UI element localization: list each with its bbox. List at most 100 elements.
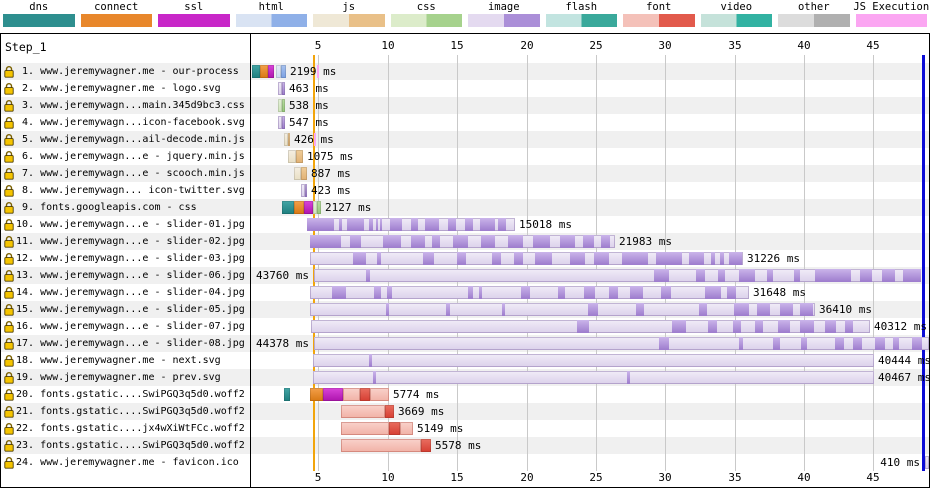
request-bar-segment-img[interactable]	[278, 116, 282, 129]
request-row-label-22[interactable]: 22. fonts.gstatic....jx4wXiWtFCc.woff2	[1, 420, 249, 437]
request-url[interactable]: 11. www.jeremywagn...e - slider-02.jpg	[16, 236, 245, 247]
request-bar-segment-img[interactable]	[310, 252, 743, 265]
request-row-label-24[interactable]: 24. www.jeremywagner.me - favicon.ico	[1, 454, 249, 471]
request-row-label-21[interactable]: 21. fonts.gstatic....SwiPGQ3q5d0.woff2	[1, 403, 249, 420]
request-bar-segment-img[interactable]	[278, 82, 282, 95]
request-url[interactable]: 21. fonts.gstatic....SwiPGQ3q5d0.woff2	[16, 406, 245, 417]
request-row-label-3[interactable]: 3. www.jeremywagn...main.345d9bc3.css	[1, 97, 249, 114]
request-bar-segment-htmlc[interactable]	[281, 65, 286, 78]
request-bar-segment-font[interactable]	[370, 388, 389, 401]
request-bar-segment-js[interactable]	[288, 150, 296, 163]
request-row-label-2[interactable]: 2. www.jeremywagner.me - logo.svg	[1, 80, 249, 97]
download-chunk	[835, 337, 844, 350]
request-bar-segment-img[interactable]	[310, 286, 749, 299]
request-bar-segment-img[interactable]	[310, 235, 615, 248]
request-bar-segment-img[interactable]	[313, 354, 874, 367]
request-url[interactable]: 12. www.jeremywagn...e - slider-03.jpg	[16, 253, 245, 264]
request-bar-segment-html[interactable]	[276, 65, 281, 78]
request-bar-segment-connect[interactable]	[260, 65, 268, 78]
request-bar-segment-img[interactable]	[311, 320, 870, 333]
request-bar-segment-img[interactable]	[313, 371, 874, 384]
request-bar-segment-fontc[interactable]	[360, 388, 370, 401]
request-url[interactable]: 4. www.jeremywagn...icon-facebook.svg	[16, 117, 245, 128]
request-url[interactable]: 1. www.jeremywagner.me - our-process	[16, 66, 239, 77]
request-bar-segment-fontc[interactable]	[421, 439, 431, 452]
request-bar-segment-js[interactable]	[284, 133, 288, 146]
request-bar-segment-imgc[interactable]	[305, 184, 307, 197]
request-url[interactable]: 13. www.jeremywagn...e - slider-06.jpg	[16, 270, 245, 281]
request-url[interactable]: 7. www.jeremywagn...e - scooch.min.js	[16, 168, 245, 179]
request-bar-segment-jsc[interactable]	[296, 150, 303, 163]
request-row-label-1[interactable]: 1. www.jeremywagner.me - our-process	[1, 63, 249, 80]
request-bar-segment-ssl[interactable]	[268, 65, 274, 78]
request-bar-segment-connect[interactable]	[310, 388, 323, 401]
request-row-label-12[interactable]: 12. www.jeremywagn...e - slider-03.jpg	[1, 250, 249, 267]
request-row-label-15[interactable]: 15. www.jeremywagn...e - slider-05.jpg	[1, 301, 249, 318]
request-bar-segment-css[interactable]	[313, 201, 317, 214]
request-bar-segment-font[interactable]	[343, 388, 360, 401]
request-bar-segment-fontc[interactable]	[385, 405, 394, 418]
request-bar-segment-img[interactable]	[310, 303, 815, 316]
request-row-label-14[interactable]: 14. www.jeremywagn...e - slider-04.jpg	[1, 284, 249, 301]
request-bar-segment-img[interactable]	[925, 456, 929, 469]
request-row-label-20[interactable]: 20. fonts.gstatic....SwiPGQ3q5d0.woff2	[1, 386, 249, 403]
request-url[interactable]: 8. www.jeremywagn... icon-twitter.svg	[16, 185, 245, 196]
request-url[interactable]: 22. fonts.gstatic....jx4wXiWtFCc.woff2	[16, 423, 245, 434]
request-row-label-4[interactable]: 4. www.jeremywagn...icon-facebook.svg	[1, 114, 249, 131]
request-row-label-7[interactable]: 7. www.jeremywagn...e - scooch.min.js	[1, 165, 249, 182]
request-bar-segment-ssl[interactable]	[304, 201, 313, 214]
request-bar-segment-cssc[interactable]	[282, 99, 285, 112]
request-bar-segment-img[interactable]	[301, 184, 305, 197]
request-bar-segment-jsc[interactable]	[288, 133, 290, 146]
request-bar-segment-cssc[interactable]	[317, 201, 321, 214]
request-row-label-17[interactable]: 17. www.jeremywagn...e - slider-08.jpg	[1, 335, 249, 352]
request-url[interactable]: 19. www.jeremywagner.me - prev.svg	[16, 372, 221, 383]
request-row-label-10[interactable]: 10. www.jeremywagn...e - slider-01.jpg	[1, 216, 249, 233]
request-url[interactable]: 20. fonts.gstatic....SwiPGQ3q5d0.woff2	[16, 389, 245, 400]
request-row-label-23[interactable]: 23. fonts.gstatic....SwiPGQ3q5d0.woff2	[1, 437, 249, 454]
request-row-label-11[interactable]: 11. www.jeremywagn...e - slider-02.jpg	[1, 233, 249, 250]
request-url[interactable]: 9. fonts.googleapis.com - css	[16, 202, 197, 213]
request-url[interactable]: 5. www.jeremywagn...ail-decode.min.js	[16, 134, 245, 145]
request-bar-segment-jsc[interactable]	[301, 167, 307, 180]
download-chunk	[432, 235, 440, 248]
request-bar-segment-dns[interactable]	[284, 388, 290, 401]
request-url[interactable]: 24. www.jeremywagner.me - favicon.ico	[16, 457, 239, 468]
request-bar-segment-img[interactable]	[314, 337, 929, 350]
request-row-label-8[interactable]: 8. www.jeremywagn... icon-twitter.svg	[1, 182, 249, 199]
request-bar-segment-imgc[interactable]	[282, 82, 285, 95]
request-bar-segment-css[interactable]	[278, 99, 282, 112]
request-url[interactable]: 6. www.jeremywagn...e - jquery.min.js	[16, 151, 245, 162]
lock-icon	[4, 252, 14, 265]
request-bar-segment-ssl[interactable]	[323, 388, 343, 401]
request-bar-segment-img[interactable]	[307, 218, 515, 231]
request-url[interactable]: 18. www.jeremywagner.me - next.svg	[16, 355, 221, 366]
request-url[interactable]: 23. fonts.gstatic....SwiPGQ3q5d0.woff2	[16, 440, 245, 451]
request-bar-segment-fontc[interactable]	[389, 422, 400, 435]
request-bar-segment-connect[interactable]	[294, 201, 304, 214]
request-url[interactable]: 16. www.jeremywagn...e - slider-07.jpg	[16, 321, 245, 332]
request-row-label-6[interactable]: 6. www.jeremywagn...e - jquery.min.js	[1, 148, 249, 165]
request-row-label-16[interactable]: 16. www.jeremywagn...e - slider-07.jpg	[1, 318, 249, 335]
request-url[interactable]: 17. www.jeremywagn...e - slider-08.jpg	[16, 338, 245, 349]
request-duration-label: 43760 ms	[256, 269, 309, 282]
request-bar-segment-js[interactable]	[294, 167, 301, 180]
request-bar-segment-font[interactable]	[341, 439, 421, 452]
request-bar-segment-dns[interactable]	[252, 65, 260, 78]
request-row-label-19[interactable]: 19. www.jeremywagner.me - prev.svg	[1, 369, 249, 386]
request-bar-segment-imgc[interactable]	[282, 116, 285, 129]
request-row-label-9[interactable]: 9. fonts.googleapis.com - css	[1, 199, 249, 216]
request-bar-segment-font[interactable]	[341, 405, 385, 418]
request-url[interactable]: 10. www.jeremywagn...e - slider-01.jpg	[16, 219, 245, 230]
request-url[interactable]: 15. www.jeremywagn...e - slider-05.jpg	[16, 304, 245, 315]
request-row-label-18[interactable]: 18. www.jeremywagner.me - next.svg	[1, 352, 249, 369]
request-url[interactable]: 3. www.jeremywagn...main.345d9bc3.css	[16, 100, 245, 111]
request-bar-segment-font[interactable]	[400, 422, 413, 435]
request-row-label-13[interactable]: 13. www.jeremywagn...e - slider-06.jpg	[1, 267, 249, 284]
request-url[interactable]: 14. www.jeremywagn...e - slider-04.jpg	[16, 287, 245, 298]
request-url[interactable]: 2. www.jeremywagner.me - logo.svg	[16, 83, 221, 94]
request-bar-segment-img[interactable]	[314, 269, 921, 282]
request-bar-segment-font[interactable]	[341, 422, 389, 435]
request-row-label-5[interactable]: 5. www.jeremywagn...ail-decode.min.js	[1, 131, 249, 148]
request-bar-segment-dns[interactable]	[282, 201, 294, 214]
